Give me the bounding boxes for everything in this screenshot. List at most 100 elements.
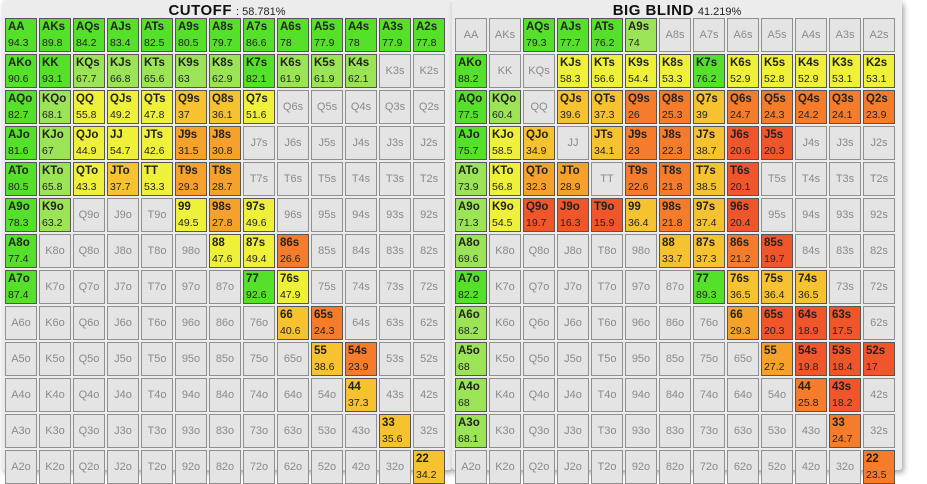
hand-cell-Q6o: Q6o — [523, 306, 555, 340]
hand-cell-J6s: J6s — [277, 126, 309, 160]
hand-label: JJ — [567, 137, 579, 149]
hand-cell-92s: 92s — [413, 198, 445, 232]
hand-value: 23.9 — [348, 361, 369, 373]
hand-label: AKs — [494, 29, 516, 41]
hand-cell-43s: 43s — [379, 378, 411, 412]
hand-label: 93s — [386, 209, 404, 221]
hand-value: 67.7 — [76, 73, 97, 85]
hand-label: K8o — [45, 245, 65, 257]
hand-label: J5o — [114, 353, 132, 365]
hand-label: T3o — [147, 425, 167, 437]
hand-value: 36.4 — [764, 289, 785, 301]
hand-cell-T4o: T4o — [591, 378, 623, 412]
hand-label: J9o — [114, 209, 132, 221]
hand-cell-T4s: T4s — [795, 162, 827, 196]
hand-cell-82o: 82o — [209, 450, 241, 484]
hand-label: J2o — [564, 461, 582, 473]
hand-cell-K5o: K5o — [39, 342, 71, 376]
hand-label: K3o — [495, 425, 515, 437]
hand-cell-T6s: T6s 20.1 — [727, 162, 759, 196]
hand-label: J3o — [114, 425, 132, 437]
hand-cell-A5s: A5s 77.9 — [311, 18, 343, 52]
hand-cell-Q2s: Q2s — [413, 90, 445, 124]
hand-cell-K9o: K9o 63.2 — [39, 198, 71, 232]
hand-cell-93s: 93s — [829, 198, 861, 232]
hand-cell-Q2o: Q2o — [73, 450, 105, 484]
hand-value: 21.8 — [662, 217, 683, 229]
hand-label: Q8o — [528, 245, 550, 257]
hand-label: K2o — [45, 461, 65, 473]
hand-value: 26.6 — [280, 253, 301, 265]
panel-title-percentage: 41.219% — [697, 6, 742, 18]
hand-value: 24.3 — [764, 109, 785, 121]
hand-label: T9s — [178, 165, 198, 177]
hand-label: A8s — [212, 21, 234, 33]
hand-value: 27.2 — [764, 361, 785, 373]
hand-value: 68.1 — [42, 109, 63, 121]
hand-label: A9o — [458, 201, 480, 213]
hand-label: 66 — [730, 309, 743, 321]
hand-value: 34.2 — [416, 469, 437, 481]
hand-label: Q6o — [78, 317, 100, 329]
hand-cell-T4s: T4s — [345, 162, 377, 196]
hand-label: A5o — [11, 353, 31, 365]
hand-label: 98o — [631, 245, 651, 257]
hand-cell-92o: 92o — [175, 450, 207, 484]
hand-label: Q9s — [628, 93, 650, 105]
hand-label: J2s — [420, 137, 438, 149]
hand-value: 36.5 — [798, 289, 819, 301]
big-blind-range-panel: BIG BLIND 41.219% AA AKs AQs 79.3 AJs 77.7 ATs 7… — [452, 0, 902, 484]
hand-cell-JTo: JTo 37.7 — [107, 162, 139, 196]
hand-label: Q8s — [212, 93, 234, 105]
hand-cell-J8o: J8o — [107, 234, 139, 268]
hand-cell-96o: 96o — [625, 306, 657, 340]
hand-label: 92o — [181, 461, 201, 473]
hand-value: 62.9 — [212, 73, 233, 85]
hand-cell-62o: 62o — [277, 450, 309, 484]
hand-label: 83o — [665, 425, 685, 437]
hand-cell-64s: 64s — [345, 306, 377, 340]
hand-label: KJs — [560, 57, 582, 69]
hand-cell-J8s: J8s 30.8 — [209, 126, 241, 160]
hand-label: 87s — [246, 237, 266, 249]
hand-label: 54s — [348, 345, 368, 357]
hand-label: QTs — [594, 93, 616, 105]
hand-cell-J3s: J3s — [829, 126, 861, 160]
hand-cell-85o: 85o — [659, 342, 691, 376]
hand-cell-J9s: J9s 23 — [625, 126, 657, 160]
hand-value: 65.6 — [144, 73, 165, 85]
hand-value: 82.1 — [246, 73, 267, 85]
hand-label: 72o — [249, 461, 269, 473]
hand-cell-A9s: A9s 80.5 — [175, 18, 207, 52]
hand-label: 43s — [386, 389, 404, 401]
hand-value: 47.9 — [280, 289, 301, 301]
hand-cell-74s: 74s 36.5 — [795, 270, 827, 304]
hand-cell-KJs: KJs 66.8 — [107, 54, 139, 88]
hand-label: JTs — [594, 129, 613, 141]
hand-value: 38.5 — [696, 181, 717, 193]
hand-label: AQs — [76, 21, 100, 33]
hand-label: K2o — [495, 461, 515, 473]
hand-cell-Q3o: Q3o — [73, 414, 105, 448]
hand-label: 83s — [836, 245, 854, 257]
hand-label: T3o — [597, 425, 617, 437]
hand-cell-A2o: A2o — [5, 450, 37, 484]
hand-cell-T9o: T9o — [141, 198, 173, 232]
hand-cell-75s: 75s — [311, 270, 343, 304]
hand-label: 62s — [870, 317, 888, 329]
hand-label: 94s — [352, 209, 370, 221]
hand-label: K9s — [178, 57, 200, 69]
hand-value: 27.8 — [212, 217, 233, 229]
hand-cell-82s: 82s — [413, 234, 445, 268]
hand-cell-KJo: KJo 58.5 — [489, 126, 521, 160]
hand-label: A2o — [11, 461, 31, 473]
hand-label: T6o — [147, 317, 167, 329]
hand-value: 78 — [280, 37, 292, 49]
hand-value: 86.6 — [246, 37, 267, 49]
hand-value: 76.2 — [594, 37, 615, 49]
hand-value: 61.9 — [314, 73, 335, 85]
hand-cell-T9s: T9s 29.3 — [175, 162, 207, 196]
hand-label: 75o — [699, 353, 719, 365]
hand-cell-72o: 72o — [243, 450, 275, 484]
hand-cell-K3o: K3o — [489, 414, 521, 448]
